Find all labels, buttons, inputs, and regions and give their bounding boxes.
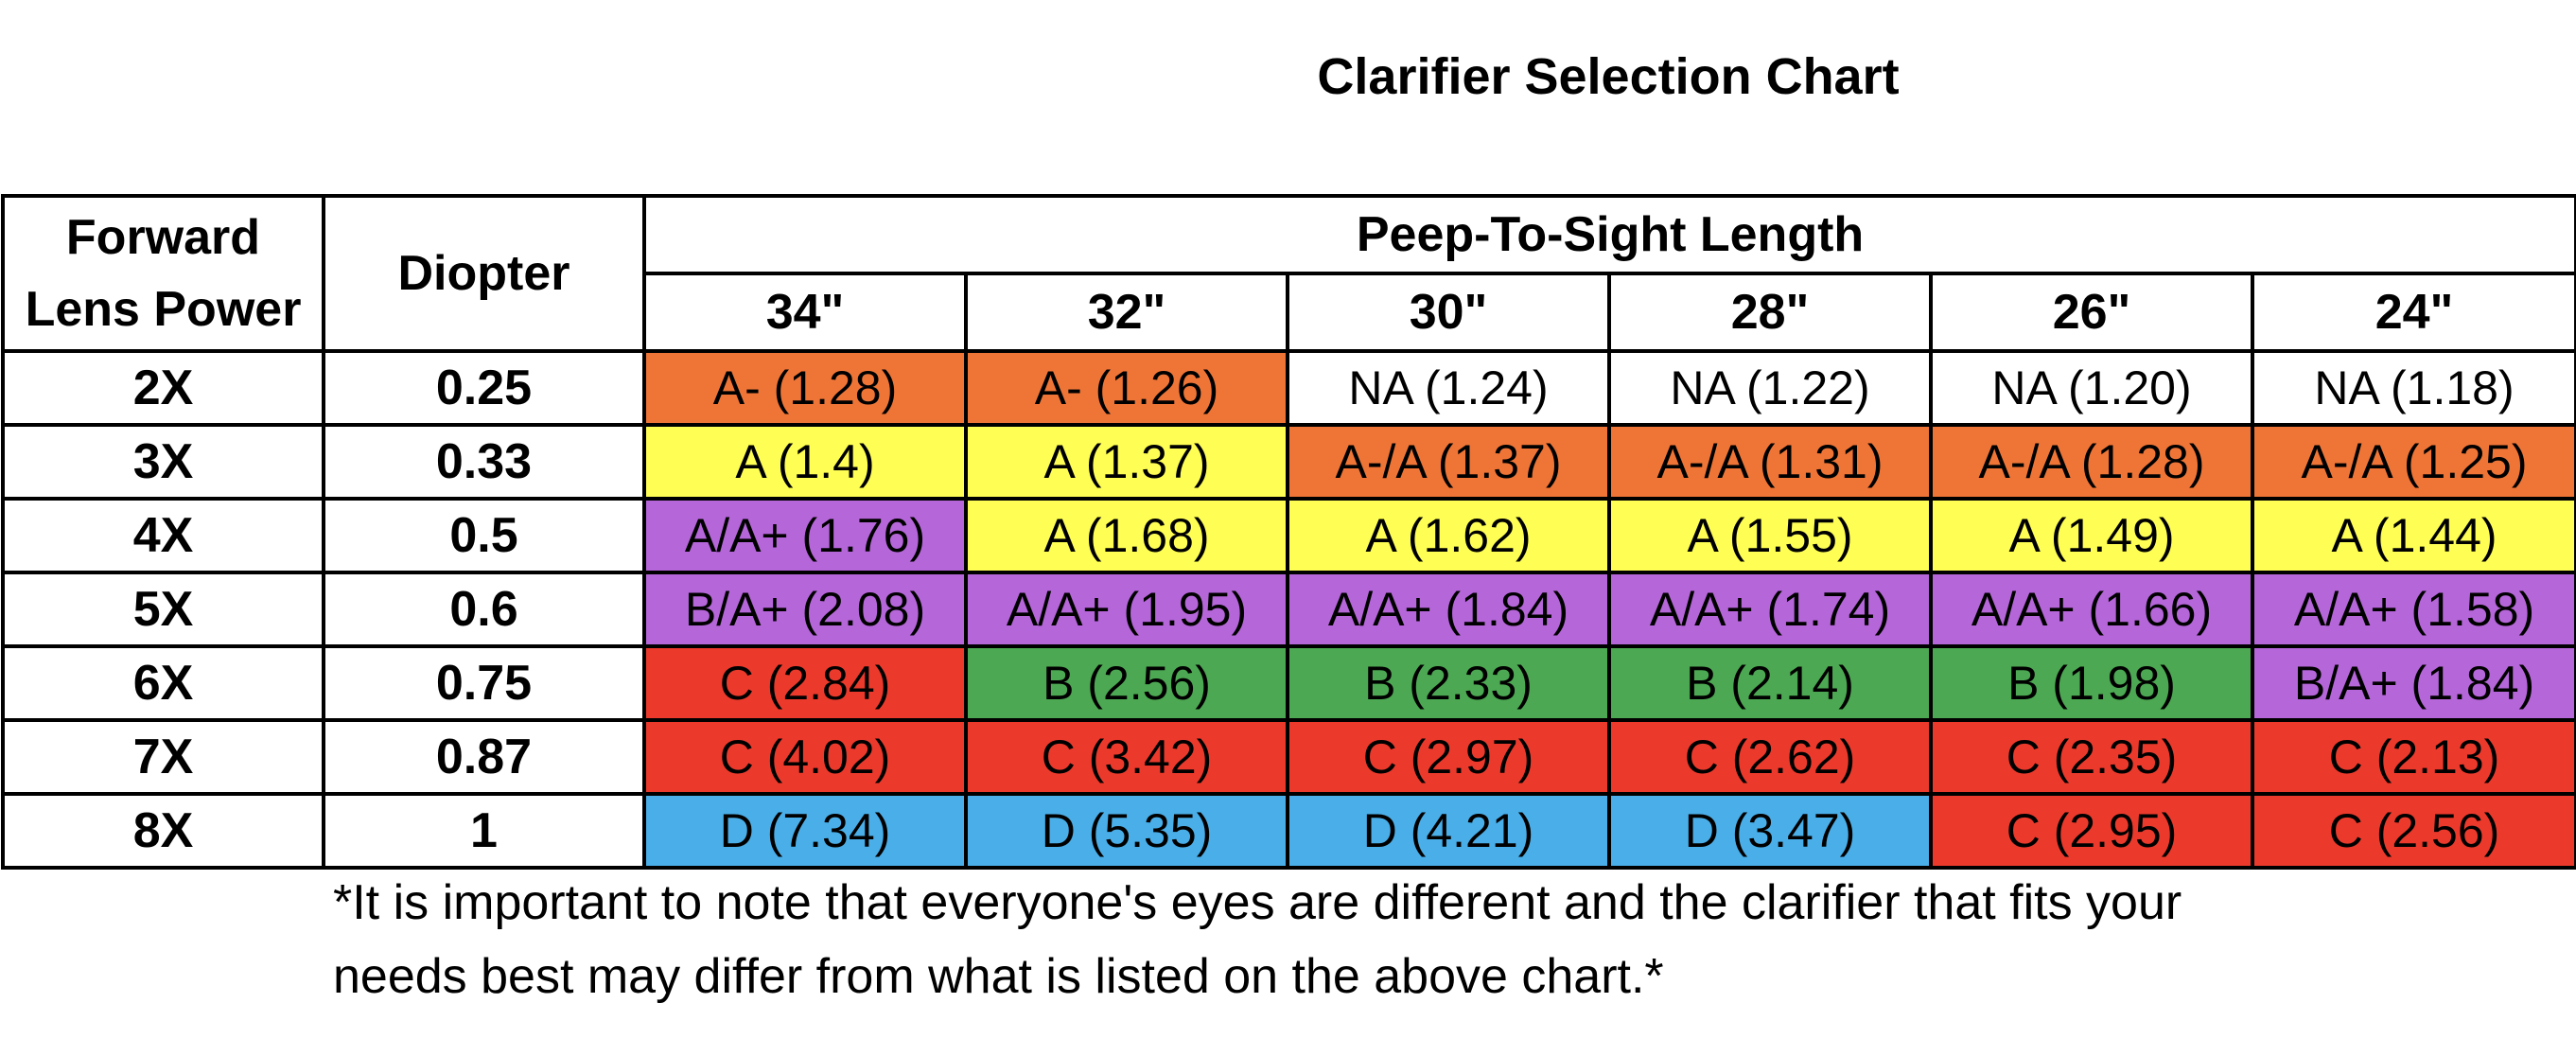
clarifier-cell: A (1.37) (964, 423, 1289, 501)
disclaimer-line2: needs best may differ from what is liste… (333, 949, 1664, 1004)
clarifier-cell: D (3.47) (1607, 792, 1933, 870)
clarifier-cell: C (2.35) (1929, 718, 2254, 796)
clarifier-cell: NA (1.20) (1929, 349, 2254, 427)
lens-power-cell: 3X (1, 423, 325, 501)
clarifier-cell: A/A+ (1.66) (1929, 571, 2254, 648)
clarifier-cell: B (2.33) (1286, 644, 1611, 722)
clarifier-cell: D (4.21) (1286, 792, 1611, 870)
header-diopter: Diopter (322, 194, 646, 353)
clarifier-cell: A-/A (1.25) (2250, 423, 2576, 501)
header-row-group: Forward Lens Power Diopter Peep-To-Sight… (1, 194, 2576, 353)
table-row: 3X 0.33 A (1.4) A (1.37) A-/A (1.37) A-/A (1.… (1, 423, 2576, 501)
clarifier-cell: A (1.62) (1286, 497, 1611, 574)
clarifier-cell: NA (1.24) (1286, 349, 1611, 427)
clarifier-cell: A/A+ (1.84) (1286, 571, 1611, 648)
clarifier-cell: C (2.62) (1607, 718, 1933, 796)
clarifier-cell: A (1.4) (642, 423, 968, 501)
table-row: 4X 0.5 A/A+ (1.76) A (1.68) A (1.62) A (1.55)… (1, 497, 2576, 574)
diopter-cell: 1 (322, 792, 646, 870)
clarifier-cell: B/A+ (1.84) (2250, 644, 2576, 722)
clarifier-cell: A (1.44) (2250, 497, 2576, 574)
header-length-32: 32" (964, 272, 1289, 353)
clarifier-cell: A/A+ (1.76) (642, 497, 968, 574)
clarifier-cell: C (2.13) (2250, 718, 2576, 796)
clarifier-cell: A- (1.26) (964, 349, 1289, 427)
header-row-lengths: 34" 32" 30" 28" 26" 24" (3, 272, 2576, 353)
clarifier-cell: A (1.49) (1929, 497, 2254, 574)
clarifier-cell: C (3.42) (964, 718, 1289, 796)
header-length-28: 28" (1607, 272, 1933, 353)
clarifier-cell: C (2.84) (642, 644, 968, 722)
diopter-cell: 0.5 (322, 497, 646, 574)
clarifier-cell: A-/A (1.37) (1286, 423, 1611, 501)
clarifier-cell: NA (1.18) (2250, 349, 2576, 427)
table-row: 5X 0.6 B/A+ (2.08) A/A+ (1.95) A/A+ (1.84) A/… (1, 571, 2576, 648)
clarifier-cell: B (2.56) (964, 644, 1289, 722)
table-row: 8X 1 D (7.34) D (5.35) D (4.21) D (3.47) C (2.… (1, 792, 2576, 870)
table-row: 6X 0.75 C (2.84) B (2.56) B (2.33) B (2.14) B … (1, 644, 2576, 722)
disclaimer-line1: *It is important to note that everyone's… (333, 875, 2182, 930)
header-lens-power-line1: Forward (65, 210, 261, 265)
header-length-34: 34" (642, 272, 968, 353)
diopter-cell: 0.75 (322, 644, 646, 722)
diopter-cell: 0.33 (322, 423, 646, 501)
clarifier-cell: A/A+ (1.58) (2250, 571, 2576, 648)
header-lens-power-line2: Lens Power (25, 282, 302, 337)
clarifier-cell: A/A+ (1.95) (964, 571, 1289, 648)
clarifier-cell: A (1.55) (1607, 497, 1933, 574)
lens-power-cell: 2X (1, 349, 325, 427)
clarifier-cell: A-/A (1.31) (1607, 423, 1933, 501)
table-row: 7X 0.87 C (4.02) C (3.42) C (2.97) C (2.62) C … (1, 718, 2576, 796)
clarifier-cell: B (1.98) (1929, 644, 2254, 722)
lens-power-cell: 4X (1, 497, 325, 574)
diopter-cell: 0.25 (322, 349, 646, 427)
clarifier-cell: B/A+ (2.08) (642, 571, 968, 648)
clarifier-cell: B (2.14) (1607, 644, 1933, 722)
clarifier-cell: A-/A (1.28) (1929, 423, 2254, 501)
table-row: 2X 0.25 A- (1.28) A- (1.26) NA (1.24) NA (1.2… (1, 349, 2576, 427)
diopter-cell: 0.87 (322, 718, 646, 796)
lens-power-cell: 5X (1, 571, 325, 648)
clarifier-cell: D (7.34) (642, 792, 968, 870)
clarifier-table: Forward Lens Power Diopter Peep-To-Sight… (1, 194, 2576, 870)
clarifier-cell: A- (1.28) (642, 349, 968, 427)
header-peep-to-sight-length: Peep-To-Sight Length (641, 194, 2576, 275)
header-length-24: 24" (2250, 272, 2576, 353)
clarifier-cell: C (2.97) (1286, 718, 1611, 796)
lens-power-cell: 8X (1, 792, 325, 870)
clarifier-cell: C (2.95) (1929, 792, 2254, 870)
disclaimer-note: *It is important to note that everyone's… (333, 866, 2547, 1013)
clarifier-cell: A (1.68) (964, 497, 1289, 574)
header-length-30: 30" (1286, 272, 1611, 353)
chart-title: Clarifier Selection Chart (1317, 48, 1900, 105)
lens-power-cell: 6X (1, 644, 325, 722)
clarifier-cell: D (5.35) (964, 792, 1289, 870)
clarifier-cell: A/A+ (1.74) (1607, 571, 1933, 648)
header-length-26: 26" (1929, 272, 2254, 353)
header-lens-power: Forward Lens Power (1, 194, 325, 353)
clarifier-cell: C (2.56) (2250, 792, 2576, 870)
clarifier-cell: C (4.02) (642, 718, 968, 796)
lens-power-cell: 7X (1, 718, 325, 796)
diopter-cell: 0.6 (322, 571, 646, 648)
clarifier-cell: NA (1.22) (1607, 349, 1933, 427)
